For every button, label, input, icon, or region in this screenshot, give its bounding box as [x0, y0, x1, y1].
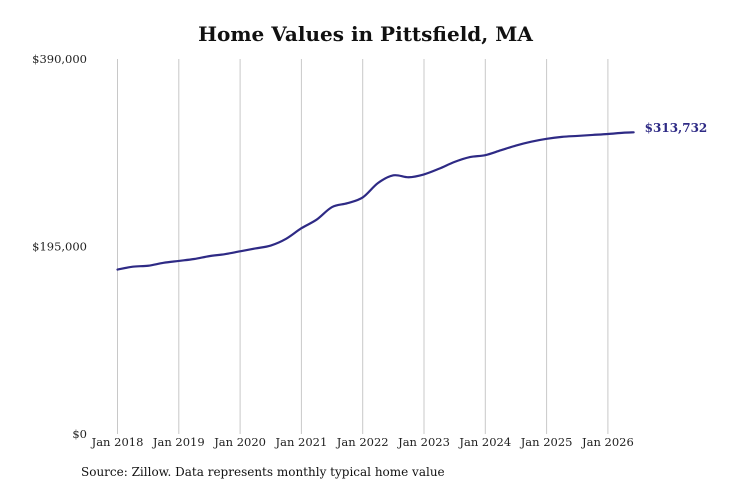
- x-tick-label: Jan 2026: [581, 435, 634, 449]
- chart-title: Home Values in Pittsfield, MA: [198, 22, 533, 46]
- y-tick-label: $195,000: [32, 240, 87, 254]
- gridlines: [117, 59, 609, 434]
- y-axis-tick-labels: $0 $195,000 $390,000: [32, 52, 87, 441]
- x-tick-label: Jan 2021: [275, 435, 328, 449]
- x-tick-label: Jan 2024: [458, 435, 511, 449]
- end-value-label: $313,732: [645, 121, 708, 135]
- series-line-0: [116, 131, 635, 271]
- series-lines: [116, 131, 635, 271]
- x-tick-label: Jan 2020: [213, 435, 266, 449]
- y-tick-label: $0: [72, 427, 87, 441]
- y-tick-label: $390,000: [32, 52, 87, 66]
- x-tick-label: Jan 2022: [336, 435, 389, 449]
- x-axis-tick-labels: Jan 2018 Jan 2019 Jan 2020 Jan 2021 Jan 2022…: [91, 435, 634, 449]
- x-tick-label: Jan 2019: [152, 435, 205, 449]
- x-tick-label: Jan 2018: [91, 435, 144, 449]
- x-tick-label: Jan 2025: [520, 435, 573, 449]
- x-tick-label: Jan 2023: [397, 435, 450, 449]
- source-note: Source: Zillow. Data represents monthly …: [81, 465, 445, 479]
- end-labels: $313,732: [645, 121, 708, 135]
